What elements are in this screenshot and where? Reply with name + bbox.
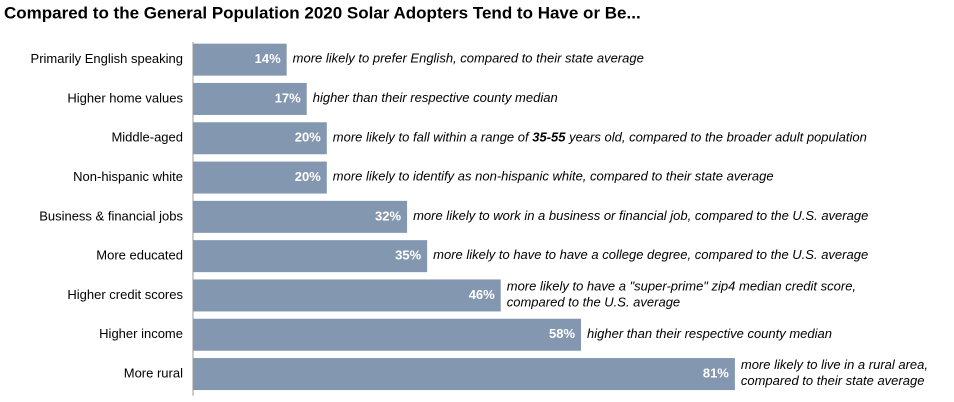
bar (193, 200, 408, 233)
annotation-segment: compared to their state average (741, 373, 925, 388)
category-label: Primarily English speaking (31, 51, 183, 66)
annotation-segment: higher than their respective county medi… (313, 90, 558, 105)
annotation: compared to their state average (741, 373, 925, 388)
bar (193, 82, 307, 115)
annotation-segment: more likely to fall within a range of (333, 130, 532, 145)
value-label: 20% (295, 130, 321, 145)
annotation-segment: more likely to have to have a college de… (433, 248, 868, 263)
annotation-segment: 35-55 (532, 130, 566, 145)
annotation: more likely to work in a business or fin… (413, 208, 868, 223)
value-label: 58% (549, 326, 575, 341)
value-label: 17% (275, 90, 301, 105)
value-label: 35% (395, 248, 421, 263)
annotation-segment: more likely to identify as non-hispanic … (333, 169, 774, 184)
chart-title: Compared to the General Population 2020 … (4, 3, 641, 22)
category-label: Higher home values (67, 90, 183, 105)
annotation: more likely to fall within a range of 35… (333, 130, 867, 145)
value-label: 46% (469, 287, 495, 302)
category-label: More rural (124, 365, 183, 380)
value-label: 81% (703, 365, 729, 380)
category-label: Higher credit scores (67, 287, 183, 302)
value-label: 14% (255, 51, 281, 66)
category-label: Higher income (99, 326, 183, 341)
annotation-segment: years old, compared to the broader adult… (565, 130, 866, 145)
annotation-segment: more likely to have a "super-prime" zip4… (507, 279, 856, 294)
category-label: More educated (96, 248, 183, 263)
annotation: more likely to live in a rural area, (741, 357, 928, 372)
annotation: more likely to have to have a college de… (433, 248, 868, 263)
annotation: more likely to prefer English, compared … (293, 51, 644, 66)
bar (193, 358, 735, 391)
bar (193, 318, 582, 351)
annotation: higher than their respective county medi… (587, 326, 832, 341)
value-label: 20% (295, 169, 321, 184)
bar (193, 279, 501, 312)
annotation-segment: more likely to work in a business or fin… (413, 208, 868, 223)
annotation-segment: more likely to prefer English, compared … (293, 51, 644, 66)
bar (193, 122, 327, 155)
value-label: 32% (375, 208, 401, 223)
category-label: Non-hispanic white (73, 169, 183, 184)
bar (193, 43, 287, 76)
annotation: higher than their respective county medi… (313, 90, 558, 105)
annotation-segment: more likely to live in a rural area, (741, 357, 928, 372)
bar (193, 240, 428, 273)
bar (193, 161, 327, 194)
annotation-segment: higher than their respective county medi… (587, 326, 832, 341)
category-label: Middle-aged (111, 130, 183, 145)
annotation: compared to the U.S. average (507, 295, 680, 310)
category-label: Business & financial jobs (39, 208, 183, 223)
annotation: more likely to have a "super-prime" zip4… (507, 279, 856, 294)
annotation-segment: compared to the U.S. average (507, 295, 680, 310)
annotation: more likely to identify as non-hispanic … (333, 169, 774, 184)
